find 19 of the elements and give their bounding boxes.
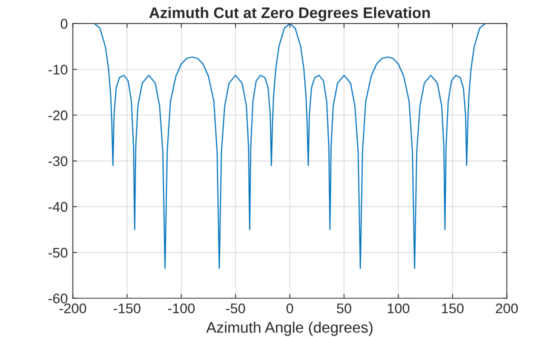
x-tick-label: 200 [496, 303, 518, 314]
y-tick-label: -50 [48, 248, 68, 258]
x-tick-label: 0 [286, 303, 294, 314]
x-tick-label: -50 [226, 303, 246, 314]
x-axis-title: Azimuth Angle (degrees) [206, 322, 373, 336]
y-tick-label: 0 [60, 18, 68, 29]
x-tick-label: -200 [60, 303, 86, 314]
x-tick-label: 150 [442, 303, 464, 314]
chart-title: Azimuth Cut at Zero Degrees Elevation [149, 6, 430, 22]
y-tick-label: -20 [48, 110, 68, 120]
y-tick-label: -10 [48, 64, 68, 75]
line-series [94, 24, 486, 270]
y-tick-label: -40 [48, 202, 68, 212]
x-tick-label: -150 [114, 303, 140, 314]
x-tick-label: 50 [336, 303, 352, 314]
x-tick-label: 100 [388, 303, 410, 314]
x-tick-label: -100 [168, 303, 195, 314]
y-tick-label: -60 [48, 294, 68, 304]
y-tick-label: -30 [48, 156, 68, 166]
